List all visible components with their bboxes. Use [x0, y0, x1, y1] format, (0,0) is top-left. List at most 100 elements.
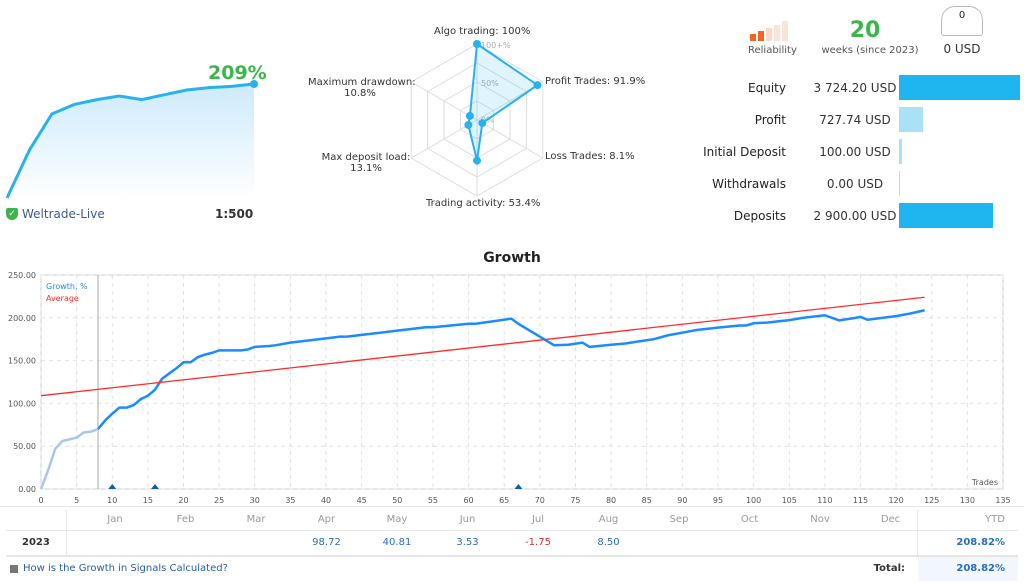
help-icon [10, 564, 18, 573]
x-tick-label: 55 [428, 496, 438, 505]
subscribers-cost: 0 USD [943, 42, 981, 56]
help-link[interactable]: How is the Growth in Signals Calculated? [10, 563, 228, 574]
x-tick-label: 65 [499, 496, 509, 505]
growth-percent: 209% [208, 62, 267, 84]
y-tick-label: 200.00 [8, 314, 36, 323]
month-header: Dec [880, 514, 901, 525]
x-tick-label: 110 [817, 496, 832, 505]
year-label: 2023 [22, 537, 50, 548]
month-value: 3.53 [456, 537, 479, 548]
growth-line-early [39, 427, 99, 490]
radar-axis [476, 119, 544, 159]
x-tick-label: 70 [535, 496, 545, 505]
deposit-marker [151, 484, 160, 489]
month-header: Jun [459, 514, 476, 525]
ytd-header: YTD [985, 514, 1005, 525]
x-tick-label: 5 [74, 496, 79, 505]
month-value: 8.50 [597, 537, 620, 548]
leverage: 1:500 [215, 207, 254, 221]
radar-axis [410, 81, 478, 121]
month-value: 40.81 [382, 537, 412, 548]
month-header: Nov [810, 514, 830, 525]
plot-frame [40, 274, 1004, 490]
y-tick-label: 100.00 [8, 399, 36, 408]
legend-growth: Growth, % [46, 282, 88, 291]
x-tick-label: 100 [746, 496, 761, 505]
radar-scale-label: 100+% [481, 41, 511, 50]
weeks-label: weeks (since 2023) [821, 45, 919, 56]
x-tick-label: 10 [107, 496, 117, 505]
radar-label-activity: Trading activity: 53.4% [426, 198, 541, 209]
x-tick-label: 45 [357, 496, 367, 505]
x-tick-label: 90 [677, 496, 687, 505]
x-tick-label: 50 [392, 496, 402, 505]
sparkline-area [7, 84, 254, 200]
average-line [40, 296, 925, 397]
x-tick-label: 25 [214, 496, 224, 505]
x-tick-label: 60 [463, 496, 473, 505]
radar-point [465, 111, 474, 120]
broker-name: Weltrade-Live [22, 207, 105, 221]
finance-row-withdrawals: Withdrawals 0.00 USD [690, 171, 1024, 199]
finance-row-profit: Profit 727.74 USD [690, 107, 1024, 135]
weeks-count: 20 [849, 18, 881, 43]
sparkline-end-dot [250, 80, 258, 88]
radar-label-algo: Algo trading: 100% [434, 26, 531, 37]
month-header: Oct [740, 514, 759, 525]
radar-label-profit: Profit Trades: 91.9% [545, 76, 646, 87]
subscribers-count: 0 [958, 10, 966, 21]
radar-label-drawdown: Maximum drawdown: 10.8% [308, 77, 416, 99]
x-tick-label: 95 [713, 496, 723, 505]
month-header: Jan [107, 514, 123, 525]
radar-chart: 100+%50%0% [410, 40, 544, 197]
deposit-marker [514, 484, 523, 489]
x-axis-label: Trades [971, 478, 998, 487]
reliability-icon [750, 21, 794, 41]
month-header: Apr [317, 514, 336, 525]
withdrawals-bar [899, 171, 900, 196]
month-value: 98.72 [312, 537, 341, 548]
x-tick-label: 85 [642, 496, 652, 505]
month-header: Jul [531, 514, 545, 525]
deposits-bar [899, 203, 994, 228]
growth-sparkline [5, 80, 258, 200]
finance-row-deposits: Deposits 2 900.00 USD [690, 203, 1024, 231]
x-tick-label: 105 [782, 496, 797, 505]
radar-point [473, 156, 481, 165]
x-tick-label: 80 [606, 496, 616, 505]
month-header: Aug [598, 514, 619, 525]
x-tick-label: 130 [960, 496, 975, 505]
deposit-marker [108, 484, 117, 489]
finance-row-equity: Equity 3 724.20 USD [690, 75, 1024, 103]
total-label: Total: [873, 563, 905, 574]
growth-chart: 0.00 50.00 100.00 150.00 200.00 250.00 0 5 10 15 2… [8, 271, 1011, 505]
month-header: Mar [246, 514, 266, 525]
x-tick-label: 40 [321, 496, 331, 505]
x-tick-label: 20 [178, 496, 188, 505]
y-tick-label: 250.00 [8, 271, 36, 280]
finance-row-initial-deposit: Initial Deposit 100.00 USD [690, 139, 1024, 167]
x-tick-label: 125 [924, 496, 939, 505]
growth-line [97, 309, 925, 430]
reliability-label: Reliability [748, 45, 797, 56]
radar-label-loss: Loss Trades: 8.1% [545, 151, 635, 162]
radar-scale-label: 50% [481, 79, 499, 88]
initial-deposit-bar [899, 139, 903, 164]
x-tick-label: 120 [888, 496, 903, 505]
verified-shield-icon: ✓ [6, 208, 18, 220]
broker-link[interactable]: ✓ Weltrade-Live [6, 207, 105, 221]
profit-bar [899, 107, 923, 132]
subscribers-icon: 0 [941, 6, 983, 36]
month-header: Sep [669, 514, 689, 525]
radar-point [478, 119, 487, 128]
month-header: May [386, 514, 408, 525]
x-tick-label: 35 [285, 496, 295, 505]
month-value: -1.75 [525, 537, 551, 548]
x-tick-label: 30 [250, 496, 260, 505]
x-tick-label: 135 [995, 496, 1010, 505]
ytd-value: 208.82% [956, 537, 1005, 548]
radar-point [473, 40, 481, 48]
y-tick-label: 50.00 [13, 442, 36, 451]
radar-label-load: Max deposit load: 13.1% [321, 152, 411, 174]
sparkline-line [5, 82, 255, 199]
